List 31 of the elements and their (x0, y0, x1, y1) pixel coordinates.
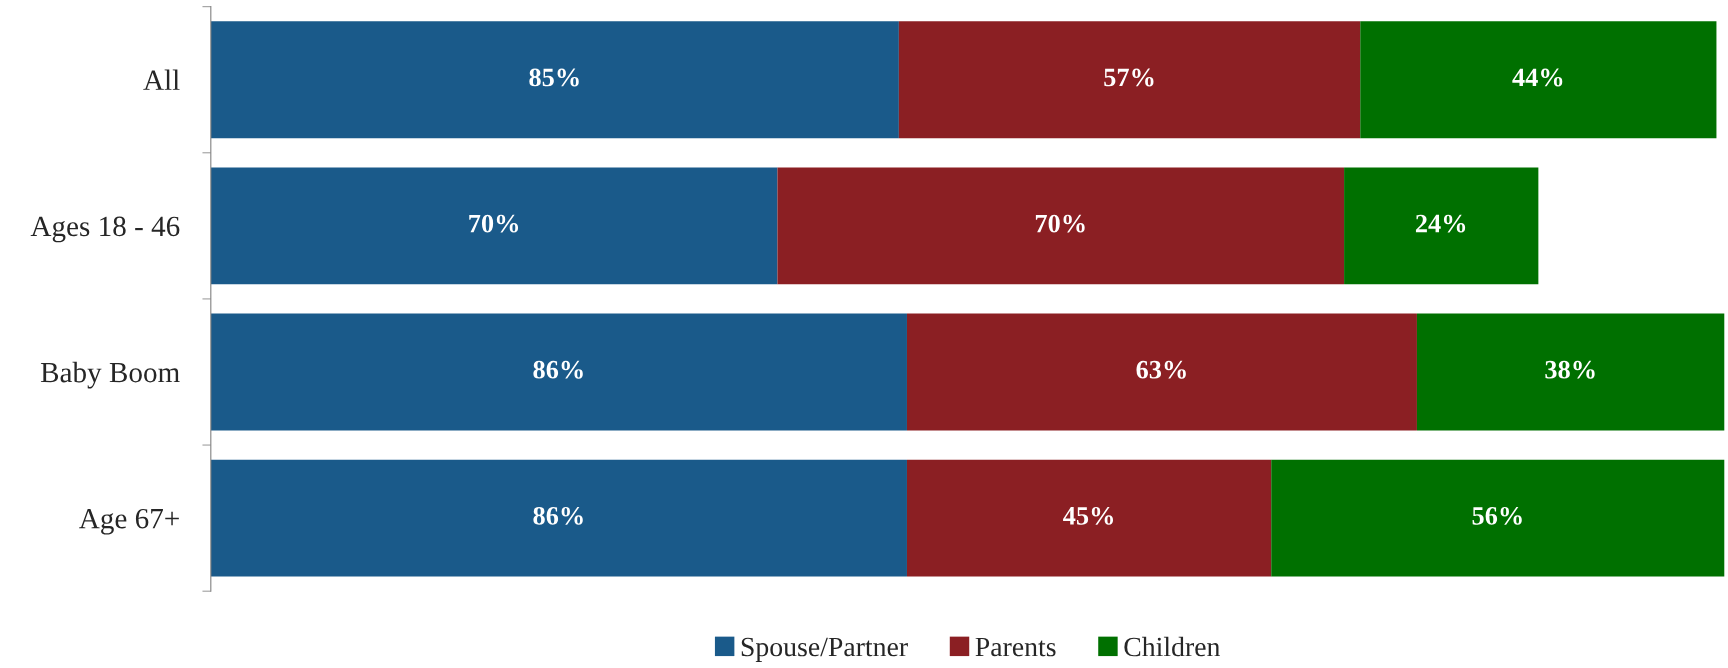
data-label: 57% (1104, 68, 1154, 87)
data-label: 56% (1472, 506, 1522, 525)
y-tick-label: All (143, 69, 180, 90)
data-label: 63% (1136, 360, 1186, 379)
bar (1271, 459, 1725, 577)
bar (1360, 21, 1717, 139)
y-tick-label: Ages 18 - 46 (30, 216, 180, 243)
data-label: 86% (533, 506, 583, 525)
data-label: 44% (1512, 68, 1563, 87)
bar (906, 459, 1272, 577)
data-label: 86% (533, 360, 583, 379)
bar (210, 459, 907, 577)
data-label: 70% (1035, 214, 1085, 233)
legend-label: Parents (975, 637, 1056, 657)
bar (1344, 167, 1539, 285)
bar (777, 167, 1345, 285)
legend-label: Children (1124, 636, 1221, 657)
bar (1416, 313, 1725, 431)
data-label: 38% (1545, 360, 1595, 379)
bar (898, 21, 1361, 139)
bar (210, 21, 899, 139)
data-label: 70% (469, 214, 519, 233)
legend-label: Spouse/Partner (741, 637, 908, 662)
bar (210, 167, 778, 285)
y-tick-label: Age 67+ (79, 508, 179, 535)
bar (210, 313, 907, 431)
bar (906, 313, 1417, 431)
data-label: 85% (529, 68, 579, 87)
data-label: 24% (1415, 214, 1466, 233)
data-label: 45% (1063, 506, 1114, 525)
y-tick-label: Baby Boom (40, 361, 180, 389)
